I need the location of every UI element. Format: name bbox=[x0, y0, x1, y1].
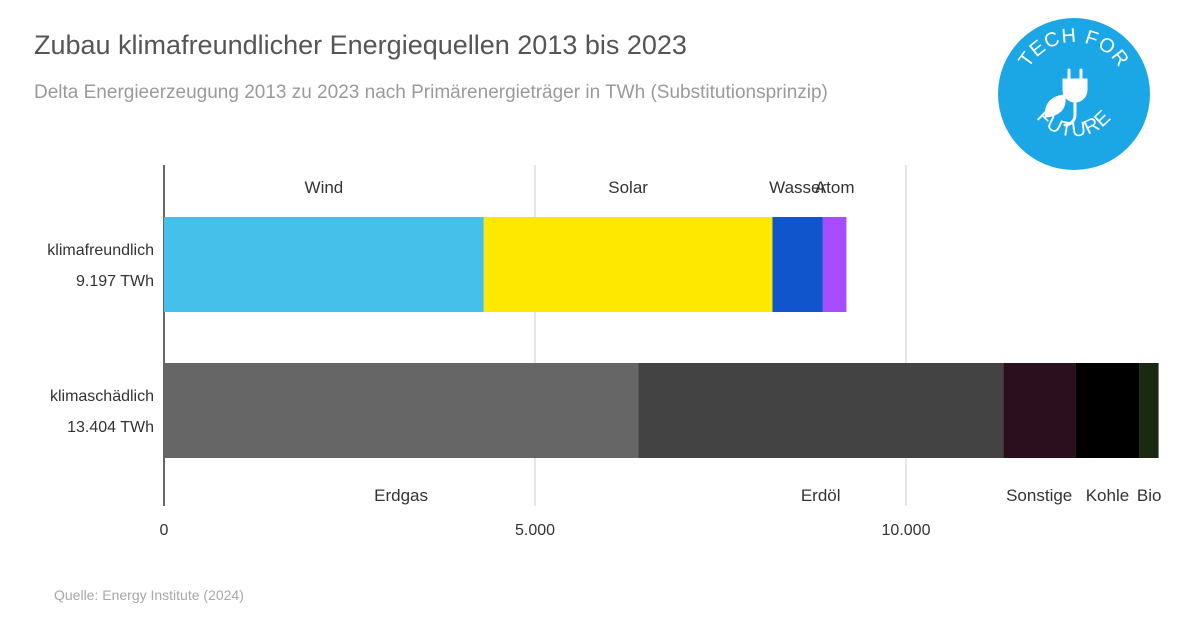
tech-for-future-logo: TECH FOR FUTURE bbox=[998, 18, 1150, 170]
bar-segment-wasser bbox=[772, 217, 823, 312]
segment-label: Erdgas bbox=[374, 486, 428, 505]
bar-segment-solar bbox=[483, 217, 773, 312]
segment-label: Erdöl bbox=[801, 486, 841, 505]
segment-label: Bio bbox=[1137, 486, 1162, 505]
segment-label: Wind bbox=[305, 178, 344, 197]
segment-label: Atom bbox=[815, 178, 855, 197]
category-label: klimaschädlich bbox=[50, 388, 154, 405]
bar-segment-kohle bbox=[1075, 363, 1140, 458]
plug-leaf-icon bbox=[1044, 68, 1088, 127]
bar-segment-sonstige bbox=[1003, 363, 1076, 458]
segment-label: Wasser bbox=[769, 178, 826, 197]
bar-segment-erdgas bbox=[164, 363, 639, 458]
bar-segment-wind bbox=[164, 217, 484, 312]
bar-segment-erdöl bbox=[638, 363, 1004, 458]
chart-title: Zubau klimafreundlicher Energiequellen 2… bbox=[34, 30, 687, 60]
x-tick-label: 0 bbox=[160, 522, 169, 539]
category-total: 13.404 TWh bbox=[67, 419, 154, 436]
category-label: klimafreundlich bbox=[47, 242, 154, 259]
x-tick-label: 5.000 bbox=[515, 522, 555, 539]
source-note: Quelle: Energy Institute (2024) bbox=[54, 587, 244, 603]
segment-label: Kohle bbox=[1086, 486, 1129, 505]
chart-subtitle: Delta Energieerzeugung 2013 zu 2023 nach… bbox=[34, 82, 828, 103]
x-tick-label: 10.000 bbox=[882, 522, 931, 539]
bar-segment-atom bbox=[822, 217, 847, 312]
bar-segment-bio bbox=[1139, 363, 1159, 458]
segment-label: Solar bbox=[608, 178, 648, 197]
segment-label: Sonstige bbox=[1006, 486, 1072, 505]
category-total: 9.197 TWh bbox=[76, 273, 154, 290]
